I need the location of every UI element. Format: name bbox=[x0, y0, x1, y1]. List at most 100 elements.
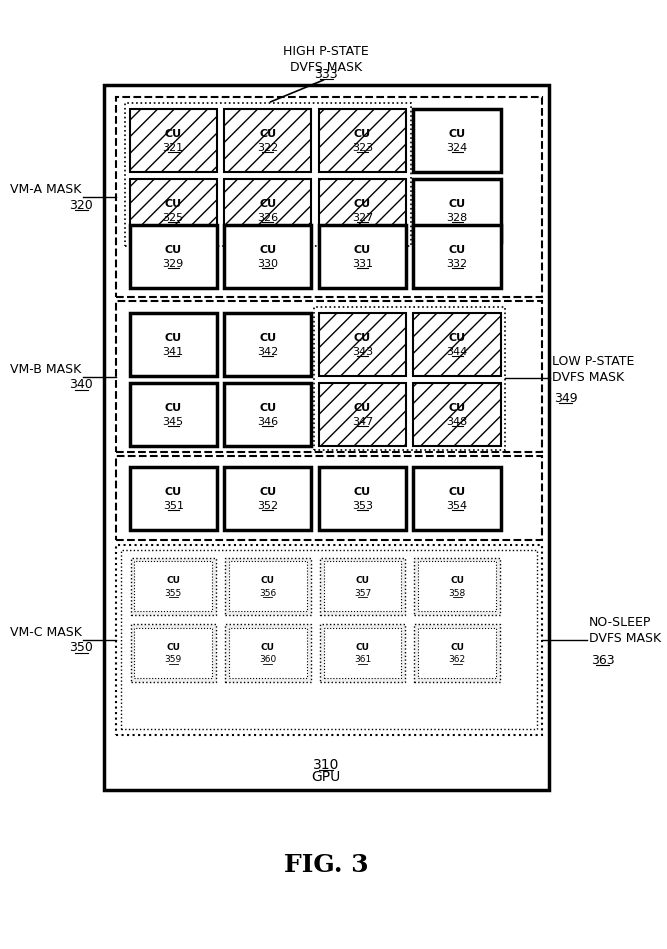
Text: CU: CU bbox=[259, 333, 276, 343]
Text: 351: 351 bbox=[163, 501, 183, 511]
Text: CU: CU bbox=[259, 403, 276, 414]
Text: 355: 355 bbox=[165, 588, 182, 598]
Text: CU: CU bbox=[259, 129, 276, 139]
Text: 356: 356 bbox=[259, 588, 277, 598]
Text: 322: 322 bbox=[257, 142, 279, 153]
Bar bbox=[319, 179, 406, 242]
Bar bbox=[225, 624, 311, 681]
Text: VM-C MASK: VM-C MASK bbox=[9, 625, 81, 639]
Text: 333: 333 bbox=[314, 67, 338, 81]
Bar bbox=[224, 467, 311, 530]
Bar bbox=[319, 467, 406, 530]
Bar bbox=[224, 179, 311, 242]
Bar bbox=[224, 383, 311, 446]
Text: CU: CU bbox=[448, 245, 466, 254]
Text: 345: 345 bbox=[163, 418, 184, 427]
Bar bbox=[319, 108, 406, 172]
Text: CU: CU bbox=[165, 403, 182, 414]
Bar bbox=[131, 624, 216, 681]
Bar bbox=[115, 456, 542, 540]
Text: CU: CU bbox=[448, 487, 466, 497]
Bar bbox=[229, 561, 307, 611]
Bar bbox=[129, 312, 217, 376]
Bar bbox=[414, 108, 501, 172]
Bar bbox=[323, 628, 402, 679]
Text: 347: 347 bbox=[352, 418, 373, 427]
Text: CU: CU bbox=[354, 403, 371, 414]
Text: 340: 340 bbox=[69, 379, 93, 392]
Text: CU: CU bbox=[166, 576, 180, 585]
Bar bbox=[319, 383, 406, 446]
Text: 332: 332 bbox=[446, 259, 468, 269]
Text: FIG. 3: FIG. 3 bbox=[284, 852, 369, 877]
Bar bbox=[115, 302, 542, 452]
Text: 343: 343 bbox=[352, 346, 373, 357]
Text: CU: CU bbox=[261, 576, 275, 585]
Text: CU: CU bbox=[356, 642, 370, 652]
Bar bbox=[129, 179, 217, 242]
Bar bbox=[319, 225, 406, 288]
Text: 344: 344 bbox=[446, 346, 468, 357]
Bar bbox=[115, 98, 542, 297]
Bar bbox=[319, 557, 405, 615]
Bar bbox=[134, 561, 212, 611]
Bar bbox=[121, 550, 537, 729]
Text: VM-B MASK: VM-B MASK bbox=[10, 363, 81, 376]
Bar bbox=[319, 312, 406, 376]
Text: 321: 321 bbox=[163, 142, 184, 153]
Bar bbox=[414, 624, 500, 681]
Bar bbox=[224, 108, 311, 172]
Text: 329: 329 bbox=[163, 259, 184, 269]
Text: CU: CU bbox=[261, 642, 275, 652]
Bar bbox=[414, 225, 501, 288]
Text: 310: 310 bbox=[313, 758, 340, 772]
Text: CU: CU bbox=[165, 199, 182, 210]
Text: 349: 349 bbox=[554, 392, 578, 405]
Text: 342: 342 bbox=[257, 346, 279, 357]
Text: 360: 360 bbox=[259, 656, 277, 664]
Text: CU: CU bbox=[448, 199, 466, 210]
Text: CU: CU bbox=[259, 487, 276, 497]
Bar bbox=[225, 557, 311, 615]
Text: 353: 353 bbox=[352, 501, 373, 511]
Bar bbox=[323, 561, 402, 611]
Bar bbox=[134, 628, 212, 679]
Bar bbox=[129, 225, 217, 288]
Text: CU: CU bbox=[354, 129, 371, 139]
Text: 358: 358 bbox=[448, 588, 466, 598]
Text: 341: 341 bbox=[163, 346, 184, 357]
Bar bbox=[131, 557, 216, 615]
Bar bbox=[414, 383, 501, 446]
Bar bbox=[414, 312, 501, 376]
Text: CU: CU bbox=[354, 245, 371, 254]
Text: CU: CU bbox=[166, 642, 180, 652]
Bar bbox=[224, 225, 311, 288]
Text: CU: CU bbox=[354, 333, 371, 343]
Text: CU: CU bbox=[448, 403, 466, 414]
Text: CU: CU bbox=[356, 576, 370, 585]
Text: 326: 326 bbox=[257, 214, 278, 223]
Bar bbox=[129, 383, 217, 446]
Text: 324: 324 bbox=[446, 142, 468, 153]
Text: CU: CU bbox=[354, 487, 371, 497]
Bar bbox=[115, 545, 542, 735]
Text: 363: 363 bbox=[591, 654, 614, 666]
Text: 350: 350 bbox=[69, 642, 93, 655]
Text: GPU: GPU bbox=[311, 771, 341, 785]
Text: 328: 328 bbox=[446, 214, 468, 223]
Text: 346: 346 bbox=[257, 418, 278, 427]
Bar bbox=[414, 179, 501, 242]
Text: CU: CU bbox=[259, 199, 276, 210]
Bar bbox=[125, 103, 411, 246]
Text: NO-SLEEP
DVFS MASK: NO-SLEEP DVFS MASK bbox=[589, 616, 661, 644]
Text: 320: 320 bbox=[69, 199, 93, 212]
Text: 359: 359 bbox=[165, 656, 182, 664]
Text: 362: 362 bbox=[448, 656, 466, 664]
Bar bbox=[414, 557, 500, 615]
Text: 361: 361 bbox=[354, 656, 371, 664]
Text: VM-A MASK: VM-A MASK bbox=[10, 183, 81, 196]
Text: CU: CU bbox=[259, 245, 276, 254]
Text: CU: CU bbox=[165, 245, 182, 254]
Text: HIGH P-STATE
DVFS MASK: HIGH P-STATE DVFS MASK bbox=[283, 46, 369, 74]
Text: CU: CU bbox=[450, 642, 464, 652]
